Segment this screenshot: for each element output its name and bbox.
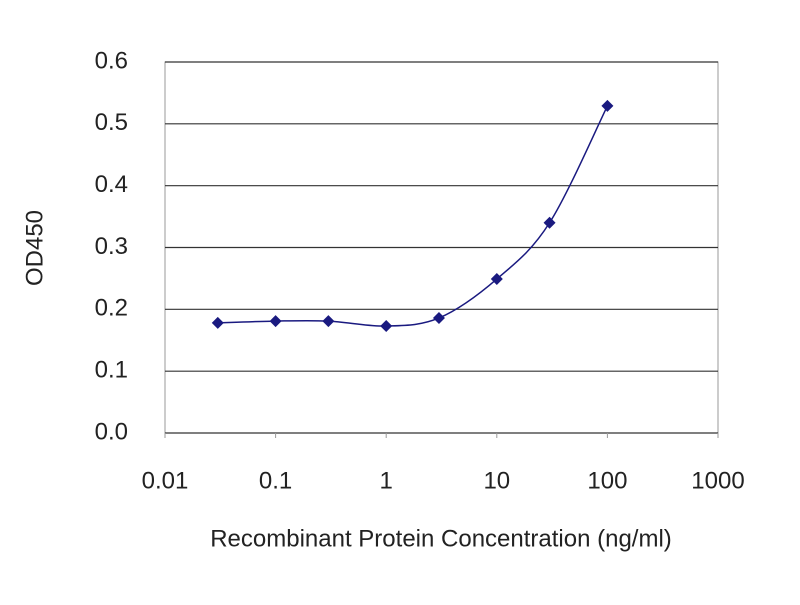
data-point bbox=[601, 99, 614, 112]
data-point bbox=[543, 216, 556, 229]
y-tick-label: 0.6 bbox=[95, 47, 128, 74]
x-tick-label: 1000 bbox=[691, 467, 744, 494]
x-tick-label: 0.01 bbox=[142, 467, 189, 494]
data-point bbox=[269, 315, 282, 328]
data-point bbox=[211, 316, 224, 329]
y-axis-label: OD450 bbox=[21, 210, 48, 286]
y-tick-label: 0.2 bbox=[95, 295, 128, 322]
x-axis-label: Recombinant Protein Concentration (ng/ml… bbox=[210, 525, 672, 552]
data-point bbox=[432, 311, 445, 324]
x-tick-label: 10 bbox=[483, 467, 510, 494]
data-point bbox=[380, 320, 393, 333]
y-tick-label: 0.0 bbox=[95, 418, 128, 445]
y-tick-label: 0.3 bbox=[95, 233, 128, 260]
y-tick-label: 0.4 bbox=[95, 171, 128, 198]
x-tick-label: 1 bbox=[380, 467, 393, 494]
data-point bbox=[322, 315, 335, 328]
data-point bbox=[490, 273, 503, 286]
y-tick-label: 0.5 bbox=[95, 109, 128, 136]
x-tick-label: 100 bbox=[587, 467, 627, 494]
x-tick-label: 0.1 bbox=[259, 467, 292, 494]
y-tick-label: 0.1 bbox=[95, 357, 128, 384]
